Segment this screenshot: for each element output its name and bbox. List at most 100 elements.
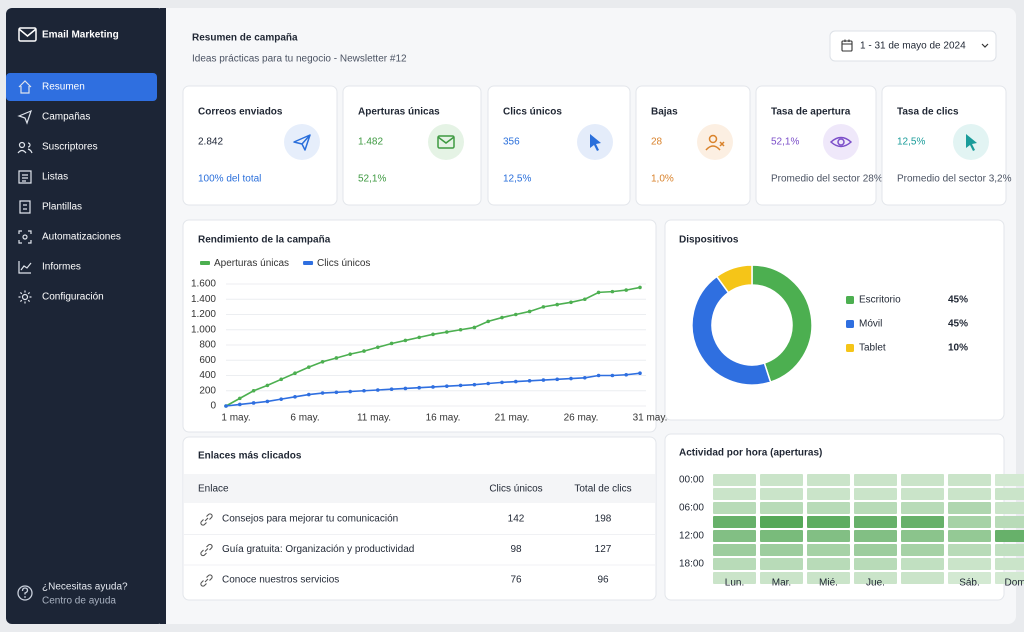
kpi-icon-bg (284, 124, 320, 160)
y-tick-label: 600 (199, 355, 216, 366)
kpi-card (342, 85, 482, 206)
point (307, 392, 311, 397)
kpi-value: 1.482 (358, 137, 383, 148)
nav-active-bg[interactable] (6, 73, 157, 101)
point (541, 378, 546, 382)
date-range[interactable]: 1 - 31 de mayo de 2024 (860, 41, 966, 52)
point (583, 297, 587, 302)
point (527, 379, 532, 383)
kpi-card (487, 85, 631, 206)
heat-cell (807, 544, 850, 556)
kpi-value: 52,1% (771, 137, 799, 148)
nav-item[interactable]: Resumen (42, 82, 85, 93)
date-picker[interactable] (829, 30, 997, 62)
calendar-icon (841, 39, 853, 52)
y-tick-label: 18:00 (679, 559, 704, 570)
heat-cell (995, 530, 1024, 542)
kpi-icon (437, 135, 455, 149)
kpi-value: 356 (503, 137, 520, 148)
heat-cell (854, 530, 897, 542)
point (486, 319, 491, 324)
nav-item[interactable]: Informes (42, 262, 81, 273)
y-tick-label: 12:00 (679, 531, 704, 542)
legend-swatch (846, 344, 854, 352)
nav-item[interactable]: Listas (42, 172, 68, 183)
heat-cell (854, 474, 897, 486)
donut-slice (751, 264, 813, 384)
heat-cell (948, 572, 991, 584)
nav-item[interactable]: Configuración (42, 292, 104, 303)
x-tick-label: Lun. (725, 578, 744, 589)
legend-label: Escritorio (859, 295, 901, 306)
point (472, 382, 477, 387)
point (348, 352, 353, 356)
heat-cell (948, 474, 991, 486)
point (417, 335, 422, 340)
x-tick-label: 6 may. (290, 413, 319, 424)
heat-cell (901, 544, 944, 556)
point (569, 300, 573, 305)
kpi-value: 12,5% (897, 137, 925, 148)
point (403, 386, 408, 391)
y-tick-label: 0 (210, 401, 216, 412)
help-icon (17, 585, 33, 601)
nav-icon (17, 141, 33, 154)
nav-item[interactable]: Suscriptores (42, 142, 98, 153)
heat-cell (807, 572, 850, 584)
kpi-card (635, 85, 751, 206)
heat-cell (760, 572, 803, 584)
legend-label: Móvil (859, 319, 882, 330)
donut-slice (691, 275, 772, 386)
heat-cell (995, 572, 1024, 584)
kpi-note: 52,1% (358, 174, 386, 185)
help-link[interactable]: Centro de ayuda (42, 596, 116, 607)
point (596, 373, 601, 378)
table-cell[interactable]: Guía gratuita: Organización y productivi… (222, 544, 414, 555)
point (541, 305, 546, 309)
point (389, 341, 394, 346)
brand: Email Marketing (42, 30, 119, 41)
x-tick-label: 26 may. (564, 413, 599, 424)
x-tick-label: Dom. (1005, 578, 1024, 589)
table-cell[interactable]: Conoce nuestros servicios (222, 575, 339, 586)
heat-cell (807, 502, 850, 514)
link-icon (200, 543, 213, 557)
heat-cell (995, 488, 1024, 500)
kpi-card (755, 85, 877, 206)
link-icon (200, 513, 213, 526)
heat-cell (760, 530, 803, 542)
legend-swatch (303, 261, 314, 265)
point (307, 365, 311, 369)
point (320, 359, 325, 364)
x-tick-label: Sáb. (959, 578, 980, 589)
value-label: 45% (948, 319, 968, 330)
point (610, 289, 615, 294)
point (334, 390, 339, 395)
nav-item[interactable]: Plantillas (42, 202, 82, 213)
heat-cell (901, 474, 944, 486)
point (472, 325, 477, 330)
heat-cell (854, 544, 897, 556)
page-subtitle: Ideas prácticas para tu negocio - Newsle… (192, 54, 407, 65)
heat-cell (948, 502, 991, 514)
point (279, 377, 284, 382)
kpi-value: 28 (651, 137, 663, 148)
nav-item[interactable]: Automatizaciones (42, 232, 121, 243)
y-tick-label: 1.600 (191, 279, 216, 290)
heat-cell (807, 530, 850, 542)
x-tick-label: 11 may. (357, 413, 391, 424)
point (251, 388, 256, 393)
point (638, 371, 642, 376)
y-tick-label: 1.200 (191, 309, 216, 320)
point (555, 377, 559, 382)
donut-slice (715, 264, 753, 294)
y-tick-label: 1.000 (191, 324, 216, 335)
heat-cell (807, 516, 850, 528)
point (376, 345, 380, 350)
kpi-note: Promedio del sector 3,2% (897, 174, 1012, 185)
table-cell[interactable]: Consejos para mejorar tu comunicación (222, 514, 398, 525)
kpi-note: 100% del total (198, 174, 261, 185)
nav-item[interactable]: Campañas (42, 112, 90, 123)
nav-icon (19, 200, 31, 214)
